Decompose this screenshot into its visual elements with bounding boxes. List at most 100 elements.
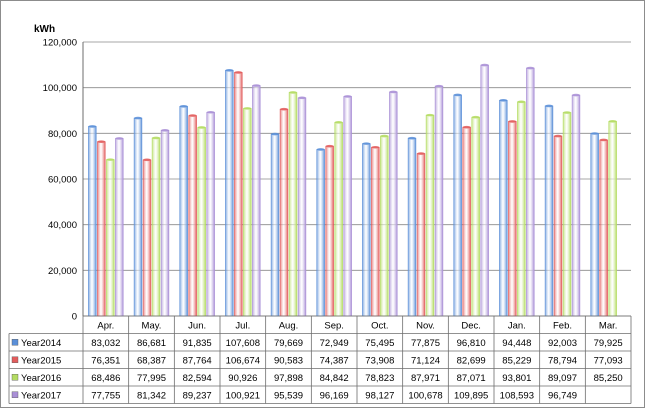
bar-cap (225, 68, 234, 72)
bar-year2015-3 (234, 72, 243, 317)
bar-cap (325, 144, 334, 148)
bar-year2017-5 (343, 96, 352, 317)
bar-cap (417, 152, 425, 155)
bar-cap (206, 110, 215, 114)
bar-cap (563, 111, 571, 114)
table-cell: 108,593 (500, 390, 534, 401)
gridlines (82, 41, 631, 317)
table-cell: 83,032 (91, 338, 120, 349)
bar-cap (471, 115, 480, 119)
y-axis-ticks: 0 20,000 40,000 60,000 80,000 100,000 120,000 (43, 38, 77, 323)
bar-year2016-9 (517, 101, 526, 317)
table-cell: 77,995 (137, 373, 166, 384)
table-cell: 73,908 (365, 355, 394, 366)
bar-year2015-7 (416, 153, 426, 317)
bar-cap (289, 91, 297, 94)
table-cell: 89,097 (548, 373, 577, 384)
data-table: Apr. May. Jun. Jul. Aug. Sep. Oct. Nov. Dec. Jan.… (8, 315, 632, 404)
bar-cap (234, 71, 243, 74)
table-cell: 92,003 (548, 338, 577, 349)
bar-year2017-1 (160, 129, 170, 317)
bar-cap (252, 84, 261, 87)
x-tick-label: Mar. (599, 320, 617, 331)
bar-year2014-5 (316, 149, 325, 317)
bar-cap (243, 107, 252, 110)
bar-year2016-10 (562, 112, 572, 317)
bar-year2015-5 (325, 145, 334, 317)
bar-year2017-8 (480, 64, 489, 317)
table-cell: 87,071 (457, 373, 486, 384)
x-tick-label: May. (142, 320, 162, 331)
bar-cap (599, 138, 608, 142)
table-cell: 77,875 (411, 338, 440, 349)
bar-year2015-6 (371, 146, 380, 317)
bar-cap (526, 66, 535, 70)
bar-cap (499, 99, 508, 102)
bar-year2016-6 (380, 135, 389, 317)
bar-year2017-0 (115, 138, 124, 317)
bar-cap (408, 136, 416, 140)
bar-cap (462, 125, 471, 129)
bar-cap (362, 142, 371, 145)
table-cell: 89,237 (183, 390, 212, 401)
y-tick-label: 100,000 (43, 83, 77, 94)
table-cell: 87,764 (183, 355, 212, 366)
bar-cap (590, 132, 599, 135)
bar-year2014-7 (407, 137, 417, 317)
x-tick-label: Jan. (508, 320, 526, 331)
table-cell: 72,949 (320, 338, 349, 349)
bar-year2015-1 (142, 159, 152, 317)
bar-year2014-9 (499, 100, 508, 317)
bar-cap (179, 105, 188, 108)
y-tick-label: 80,000 (48, 129, 77, 140)
x-tick-label: Sep. (324, 320, 344, 331)
y-tick-label: 0 (72, 312, 77, 323)
x-tick-label: Aug. (279, 320, 299, 331)
bar-year2016-5 (334, 121, 343, 317)
bar-year2014-11 (590, 133, 599, 317)
legend-label: Year2017 (21, 390, 61, 401)
table-cell: 98,127 (365, 390, 394, 401)
bar-cap (188, 114, 197, 117)
table-cell: 96,810 (457, 338, 486, 349)
table-cell: 79,925 (594, 338, 623, 349)
bar-cap (380, 134, 389, 138)
bar-cap (371, 145, 380, 149)
bar-year2015-4 (279, 108, 289, 317)
legend-key-year2016 (11, 374, 19, 381)
bar-cap (298, 96, 306, 100)
table-cell: 77,093 (594, 355, 623, 366)
bar-year2015-2 (188, 115, 197, 317)
bar-year2016-0 (106, 159, 115, 317)
bar-year2016-1 (151, 137, 161, 317)
x-tick-label: Jun. (188, 320, 206, 331)
bar-cap (115, 137, 124, 140)
bar-year2017-10 (571, 94, 581, 317)
table-cell: 84,842 (320, 373, 349, 384)
table-cell: 82,594 (183, 373, 212, 384)
bar-cap (152, 136, 160, 140)
table-cell: 86,681 (137, 338, 166, 349)
bar-year2014-2 (179, 106, 188, 317)
legend-key-year2015 (11, 356, 19, 363)
y-tick-label: 20,000 (48, 266, 77, 277)
bar-year2014-4 (270, 133, 280, 317)
table-cell: 82,699 (457, 355, 486, 366)
legend-label: Year2015 (21, 355, 61, 366)
table-cell: 90,583 (274, 355, 303, 366)
bar-cap (271, 132, 279, 136)
y-tick-label: 120,000 (43, 38, 77, 49)
y-unit-label: kWh (34, 24, 55, 35)
bar-cap (106, 158, 115, 161)
bar-year2017-3 (252, 85, 261, 317)
table-cell: 90,926 (228, 373, 257, 384)
bar-year2015-0 (97, 141, 106, 317)
table-cell: 100,921 (226, 390, 260, 401)
bar-year2014-1 (133, 117, 143, 317)
table-cell: 68,387 (137, 355, 166, 366)
bar-cap (554, 134, 562, 138)
table-cell: 87,971 (411, 373, 440, 384)
table-cell: 109,895 (454, 390, 488, 401)
